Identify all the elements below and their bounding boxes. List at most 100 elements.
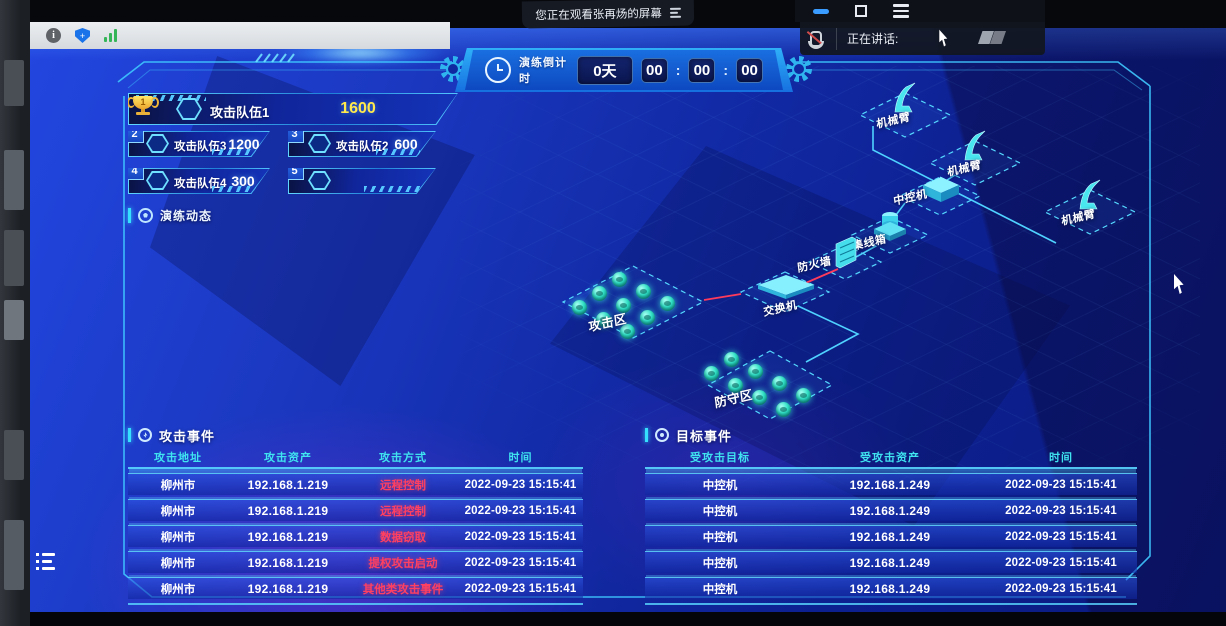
node-robot-arm-1[interactable] xyxy=(890,82,918,121)
attack-method: 其他类攻击事件 xyxy=(362,583,444,596)
defender-icon xyxy=(752,390,767,405)
team-rank-4-panel[interactable]: 4 攻击队伍4 300 xyxy=(128,168,270,194)
column-header: 攻击资产 xyxy=(264,452,312,464)
attack-asset: 192.168.1.219 xyxy=(247,555,329,570)
attack-method: 远程控制 xyxy=(380,479,426,492)
node-robot-arm-2[interactable] xyxy=(960,130,988,169)
attacker-icon xyxy=(616,298,631,313)
attack-time: 2022-09-23 15:15:41 xyxy=(464,556,577,569)
attack-method: 数据窃取 xyxy=(380,531,426,544)
defender-icon xyxy=(724,352,739,367)
node-robot-arm-3[interactable] xyxy=(1075,179,1103,218)
attack-address: 柳州市 xyxy=(160,479,196,492)
attack-time: 2022-09-23 15:15:41 xyxy=(464,582,577,595)
table-title: 目标事件 xyxy=(676,428,733,444)
app-logo xyxy=(978,31,994,44)
robot-arm-icon xyxy=(894,82,916,113)
attacker-icon xyxy=(660,296,675,311)
shield-extension-icon[interactable]: + xyxy=(75,28,90,43)
team-rank-1-panel[interactable]: 1 攻击队伍1 1600 xyxy=(128,93,458,125)
dynamics-icon xyxy=(138,207,153,223)
table-row: 柳州市 192.168.1.219 远程控制 2022-09-23 15:15:… xyxy=(128,473,583,495)
node-hub-box[interactable] xyxy=(872,208,908,247)
table-title: 攻击事件 xyxy=(159,428,216,444)
speaking-indicator-bar: 正在讲话: xyxy=(800,22,1045,55)
target-time: 2022-09-23 15:15:41 xyxy=(1005,478,1117,491)
target-asset: 192.168.1.249 xyxy=(849,555,931,570)
team-rank-2-panel[interactable]: 2 攻击队伍3 1200 xyxy=(128,131,270,157)
countdown-label: 演练倒计时 xyxy=(519,57,567,85)
trophy-icon: 1 xyxy=(128,96,159,115)
table-header: 受攻击目标 受攻击资产 时间 xyxy=(645,447,1137,469)
target-asset: 192.168.1.249 xyxy=(849,581,931,596)
attack-events-table: 攻击事件 攻击地址 攻击资产 攻击方式 时间 柳州市 192.168.1.219… xyxy=(128,426,583,605)
mouse-cursor xyxy=(1174,274,1184,294)
table-row: 柳州市 192.168.1.219 远程控制 2022-09-23 15:15:… xyxy=(128,499,583,521)
photo-bezel xyxy=(0,0,30,626)
attack-address: 柳州市 xyxy=(160,557,196,570)
screen-share-notification: 您正在观看张再炀的屏幕 xyxy=(521,0,695,29)
column-header: 受攻击目标 xyxy=(690,452,750,464)
signal-bars-icon[interactable] xyxy=(104,29,117,42)
column-header: 受攻击资产 xyxy=(860,452,920,464)
table-row: 中控机 192.168.1.249 2022-09-23 15:15:41 xyxy=(645,551,1137,573)
defender-icon xyxy=(776,402,791,417)
defender-icon xyxy=(704,366,719,381)
target-asset: 192.168.1.249 xyxy=(849,477,931,492)
browser-toolbar: i + xyxy=(30,22,450,49)
attacker-icon xyxy=(572,300,587,315)
table-row: 中控机 192.168.1.249 2022-09-23 15:15:41 xyxy=(645,577,1137,599)
defender-icon xyxy=(796,388,811,403)
hatch-decoration xyxy=(376,149,420,155)
hatch-decoration xyxy=(212,149,256,155)
exercise-dynamics-header: 演练动态 xyxy=(128,206,212,224)
gear-icon xyxy=(786,56,812,82)
target-asset: 192.168.1.249 xyxy=(849,503,931,518)
attacker-icon xyxy=(592,286,607,301)
minimize-icon[interactable] xyxy=(813,8,829,14)
target-events-table: 目标事件 受攻击目标 受攻击资产 时间 中控机 192.168.1.249 20… xyxy=(645,426,1137,605)
target-name: 中控机 xyxy=(702,531,738,544)
target-time: 2022-09-23 15:15:41 xyxy=(1005,556,1117,569)
countdown-hours: 00 xyxy=(640,57,668,83)
dynamics-label: 演练动态 xyxy=(160,208,213,223)
defender-icon xyxy=(748,364,763,379)
notification-menu-icon[interactable] xyxy=(669,5,681,19)
menu-icon[interactable] xyxy=(893,4,909,18)
attacker-icon xyxy=(612,272,627,287)
attacker-icon xyxy=(620,324,635,339)
team-rank-3-panel[interactable]: 3 攻击队伍2 600 xyxy=(288,131,436,157)
table-row: 柳州市 192.168.1.219 其他类攻击事件 2022-09-23 15:… xyxy=(128,577,583,599)
time-separator: : xyxy=(675,62,681,78)
target-time: 2022-09-23 15:15:41 xyxy=(1005,530,1117,543)
attack-time: 2022-09-23 15:15:41 xyxy=(464,478,577,491)
list-menu-button[interactable] xyxy=(36,553,55,570)
defender-icon xyxy=(728,378,743,393)
node-switch[interactable] xyxy=(757,274,815,305)
microphone-muted-icon[interactable] xyxy=(808,30,824,49)
attacker-icon xyxy=(596,312,611,327)
team-rank-5-panel[interactable]: 5 xyxy=(288,168,436,194)
countdown-days: 0天 xyxy=(576,55,633,85)
node-central-control[interactable] xyxy=(922,176,960,209)
time-separator: : xyxy=(723,62,729,78)
column-header: 攻击方式 xyxy=(379,452,427,464)
node-firewall[interactable] xyxy=(832,236,860,275)
table-bottom-border xyxy=(645,603,1137,605)
countdown-panel: 演练倒计时 0天 00 : 00 : 00 xyxy=(455,48,793,92)
attacker-icon xyxy=(640,310,655,325)
window-controls xyxy=(795,0,1045,22)
photo-bottom-strip xyxy=(0,612,1226,626)
maximize-icon[interactable] xyxy=(855,5,867,17)
clock-icon xyxy=(485,57,511,83)
cursor-arrow xyxy=(939,29,948,47)
table-row: 柳州市 192.168.1.219 数据窃取 2022-09-23 15:15:… xyxy=(128,525,583,547)
target-name: 中控机 xyxy=(702,505,738,518)
info-icon[interactable]: i xyxy=(46,28,61,43)
target-asset: 192.168.1.249 xyxy=(849,529,931,544)
column-header: 时间 xyxy=(1049,452,1073,464)
accent-bar xyxy=(128,207,131,223)
robot-arm-icon xyxy=(964,130,986,161)
attack-asset: 192.168.1.219 xyxy=(247,529,329,544)
attack-address: 柳州市 xyxy=(160,505,196,518)
